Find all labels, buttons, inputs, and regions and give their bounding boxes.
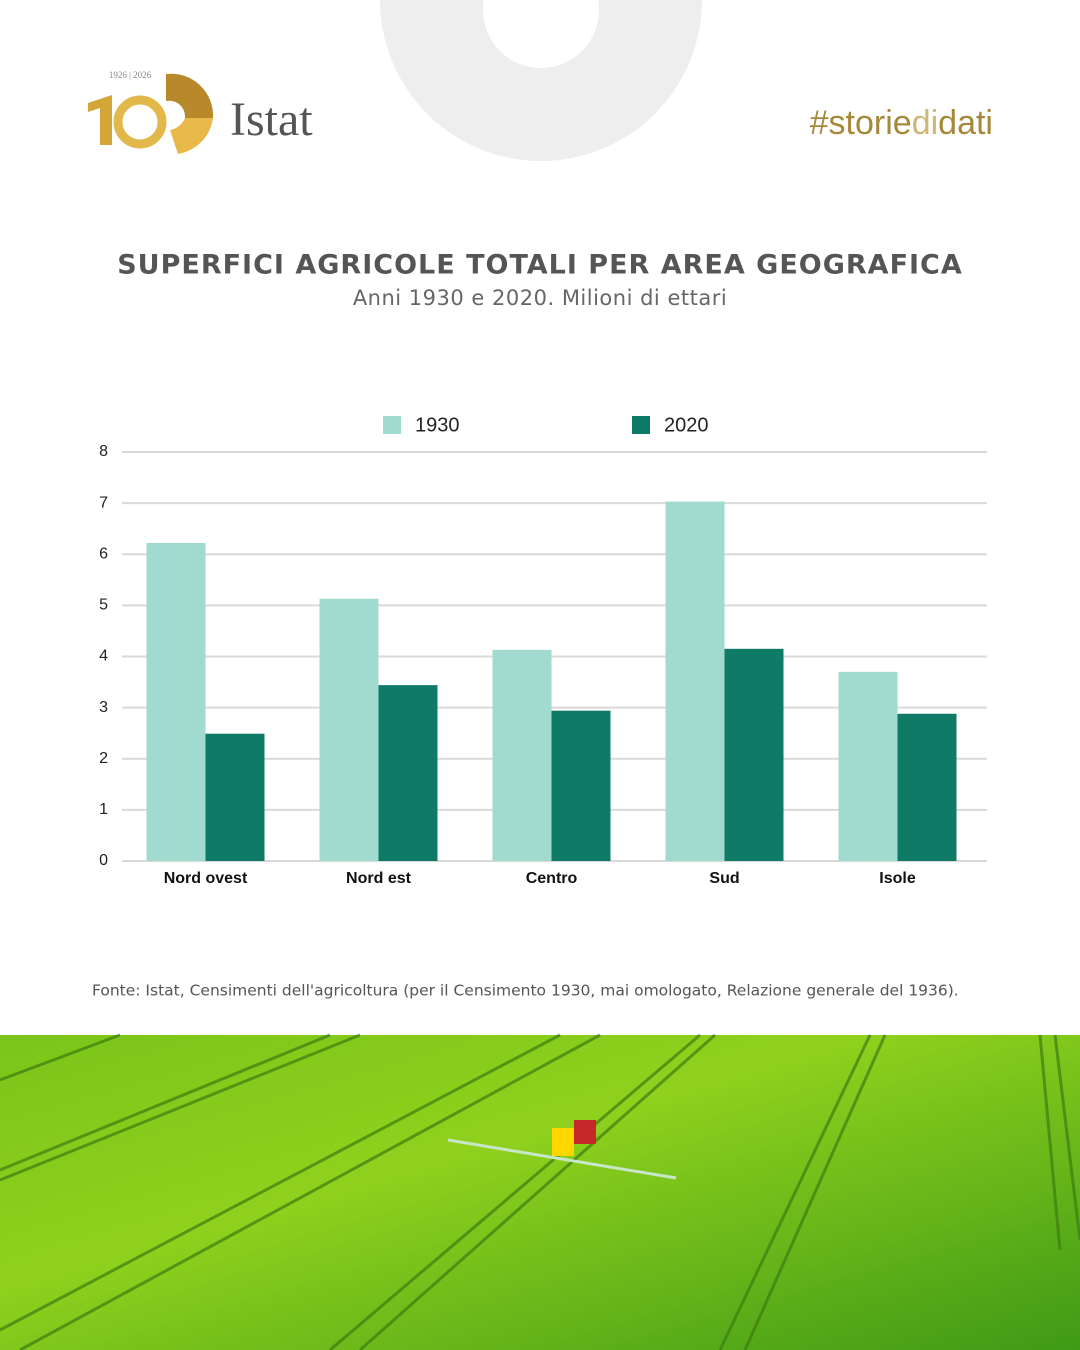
brand: Istat (230, 93, 313, 146)
tracks (0, 1033, 1080, 1350)
hashtag-part: dati (938, 104, 993, 142)
plot: 0 1 2 3 4 5 6 7 8 1930 2020 Nord ovest Nord est Centr… (99, 414, 987, 887)
bar (205, 733, 265, 861)
logo-one (88, 95, 112, 145)
y-tick-label: 5 (99, 597, 108, 614)
chart-title: SUPERFICI AGRICOLE TOTALI PER AREA GEOGR… (117, 250, 963, 281)
hashtag-part: #storie (810, 104, 912, 142)
logo: 1926 | 2026 Istat (88, 70, 313, 154)
tractor (447, 1120, 677, 1180)
deco-ring-hole (483, 0, 599, 68)
y-tick-label: 4 (99, 648, 108, 665)
x-tick-label: Sud (709, 870, 739, 887)
logo-years: 1926 | 2026 (109, 70, 152, 80)
y-tick-label: 6 (99, 545, 108, 562)
bar (551, 710, 611, 861)
field (0, 1035, 1080, 1350)
y-tick-label: 8 (99, 443, 108, 460)
deco-ring (380, 0, 702, 161)
bar (724, 648, 784, 861)
y-tick-label: 7 (99, 494, 108, 511)
chart-subtitle: Anni 1930 e 2020. Milioni di ettari (353, 286, 727, 310)
bar (897, 713, 957, 861)
bar (838, 671, 898, 861)
bar (378, 685, 438, 861)
x-tick-label: Centro (526, 870, 578, 887)
y-tick-label: 2 (99, 750, 108, 767)
bar (492, 649, 552, 861)
legend-swatch (383, 416, 401, 434)
logo-arc (170, 118, 213, 154)
bar (319, 598, 379, 861)
x-tick-label: Nord ovest (164, 870, 248, 887)
bar (146, 543, 206, 861)
x-tick-label: Isole (879, 870, 916, 887)
y-tick-label: 1 (99, 801, 108, 818)
y-tick-label: 0 (99, 852, 108, 869)
hashtag-part: di (912, 104, 938, 142)
bar (665, 501, 725, 861)
legend-swatch (632, 416, 650, 434)
legend-label: 2020 (664, 414, 709, 436)
logo-arc (166, 73, 214, 118)
legend-label: 1930 (415, 414, 460, 436)
hashtag: #storiedidati (810, 104, 993, 142)
source-note: Fonte: Istat, Censimenti dell'agricoltur… (92, 982, 959, 1000)
y-tick-label: 3 (99, 699, 108, 716)
logo-zero (113, 95, 167, 149)
field-photo (0, 1033, 1080, 1350)
x-tick-label: Nord est (346, 870, 412, 887)
